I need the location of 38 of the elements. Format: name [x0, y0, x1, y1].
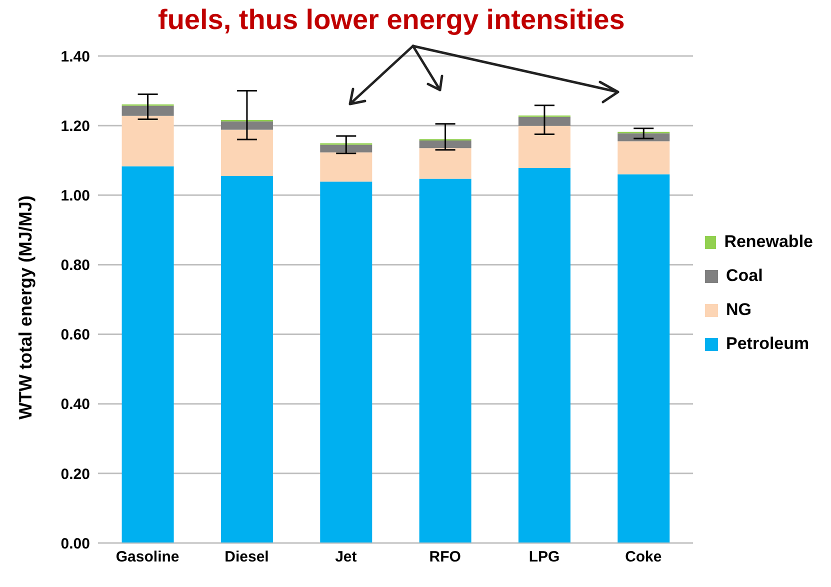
y-tick-label: 0.20 — [60, 466, 90, 483]
bar — [518, 116, 570, 126]
bar — [618, 174, 670, 543]
x-tick-label: LPG — [528, 548, 560, 566]
bar — [618, 141, 670, 174]
x-tick-label: Gasoline — [116, 548, 180, 566]
bar — [419, 178, 472, 543]
y-tick-label: 1.40 — [60, 48, 90, 66]
bar — [320, 182, 372, 543]
legend-label: Renewable — [724, 232, 813, 252]
y-axis-title: WTW total energy (MJ/MJ) — [15, 195, 36, 420]
bar — [122, 166, 174, 543]
bar — [419, 140, 472, 148]
bar — [122, 116, 174, 166]
y-tick-label: 1.00 — [60, 187, 90, 204]
x-tick-label: Diesel — [224, 548, 269, 566]
bar — [220, 130, 273, 176]
y-tick-label: 0.40 — [60, 396, 90, 414]
legend-label: Coal — [726, 266, 763, 286]
x-tick-label: Jet — [335, 548, 357, 566]
bar — [618, 133, 670, 142]
bar — [220, 121, 273, 130]
bar — [518, 168, 570, 543]
y-tick-label: 0.60 — [60, 326, 90, 344]
bar — [122, 106, 174, 116]
y-tick-label: 0.80 — [60, 257, 90, 274]
bar — [518, 126, 570, 168]
bar — [220, 176, 273, 543]
legend-label: Petroleum — [726, 334, 810, 354]
y-tick-label: 1.20 — [60, 118, 90, 135]
bar — [419, 148, 472, 179]
bar — [320, 144, 372, 152]
y-tick-label: 0.00 — [60, 535, 90, 552]
chart-title: fuels, thus lower energy intensities — [158, 4, 625, 36]
legend-label: NG — [726, 300, 752, 320]
bar — [320, 152, 372, 182]
x-tick-label: Coke — [625, 548, 662, 566]
x-tick-label: RFO — [429, 548, 462, 566]
